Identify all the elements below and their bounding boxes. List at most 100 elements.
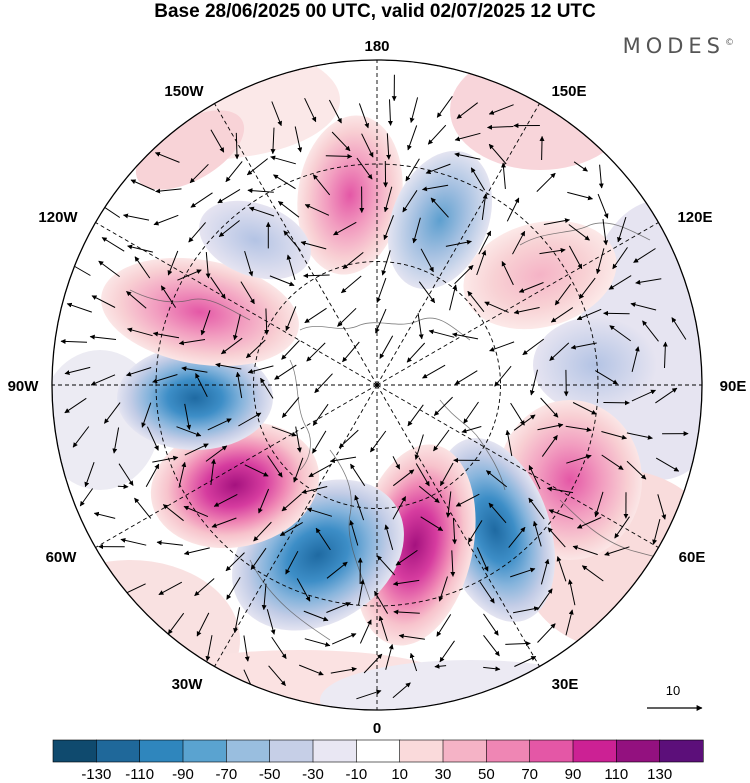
wind-arrow [246, 158, 269, 176]
wind-arrow [286, 254, 296, 281]
wind-arrow [522, 338, 544, 356]
wind-arrow [153, 214, 179, 226]
wind-arrow [604, 546, 630, 556]
wind-arrow [274, 364, 297, 380]
wind-arrow [60, 338, 88, 344]
wind-arrow [247, 188, 274, 194]
wind-arrow [576, 517, 602, 529]
wind-arrow [338, 429, 359, 449]
wind-arrow [178, 339, 206, 346]
wind-arrow [126, 367, 152, 377]
wind-arrow [598, 164, 604, 189]
wind-arrow [294, 126, 303, 153]
wind-arrow [361, 133, 374, 158]
wind-arrow [406, 342, 426, 363]
wind-arrow [428, 329, 455, 338]
wind-arrow [449, 284, 458, 311]
wind-arrow [487, 124, 514, 130]
wind-arrow [369, 430, 387, 453]
wind-arrow [395, 549, 418, 566]
wind-arrow [405, 158, 420, 182]
wind-arrow [579, 277, 596, 300]
wind-arrow [342, 341, 360, 363]
wind-arrow [488, 143, 507, 165]
wind-arrow [308, 463, 332, 478]
wind-arrow [518, 282, 544, 293]
wind-arrow [529, 369, 538, 396]
wind-arrow [215, 362, 242, 370]
colorbar-segment [139, 739, 184, 763]
wind-arrow [240, 281, 255, 305]
colorbar-tick-label: 90 [565, 766, 582, 783]
wind-arrow [238, 412, 262, 427]
brand-text: MODES [622, 34, 725, 58]
longitude-labels: 180 150W 150E 120W 120E 90W 90E 60W 60E … [8, 38, 747, 737]
wind-arrow [612, 247, 628, 270]
colorbar-segment [572, 739, 617, 763]
colorbar-segment [616, 739, 661, 763]
wind-arrow [512, 230, 526, 255]
colorbar-segment [399, 739, 444, 763]
wind-arrow [422, 184, 449, 192]
lon-label-120e: 120E [677, 209, 712, 226]
graticule [52, 60, 702, 710]
wind-arrow [445, 491, 452, 518]
lon-label-30w: 30W [172, 676, 204, 693]
wind-arrow [145, 463, 160, 488]
wind-arrow [601, 431, 627, 440]
wind-arrow [123, 213, 150, 221]
wind-arrow [374, 590, 389, 614]
brand-logo: MODES© [623, 34, 734, 58]
wind-arrow [445, 239, 472, 247]
wind-arrow [383, 215, 394, 241]
wind-arrow [295, 426, 302, 453]
wind-arrow [178, 461, 187, 488]
wind-arrow [568, 224, 590, 241]
lon-label-150e: 150E [551, 83, 586, 100]
wind-arrow [285, 550, 299, 575]
colorbar-labels: -130 -110 -90 -70 -50 -30 -10 10 30 50 70 90 110 130 [81, 766, 672, 783]
wind-arrow [134, 256, 151, 279]
meridian-line [95, 222, 378, 386]
wind-arrow [631, 346, 640, 373]
wind-arrow [183, 505, 209, 518]
wind-arrow [454, 265, 474, 285]
wind-arrow [89, 334, 117, 340]
anomaly-field [52, 60, 702, 710]
wind-arrow [514, 656, 537, 667]
wind-arrow [548, 509, 574, 520]
wind-arrow [554, 283, 572, 306]
wind-arrow [205, 252, 211, 279]
wind-arrow [655, 457, 680, 472]
wind-arrow [420, 516, 444, 532]
wind-arrow [488, 502, 507, 524]
wind-arrow [72, 426, 90, 448]
wind-arrow [250, 547, 267, 570]
colorbar-tick-label: 130 [647, 766, 672, 783]
wind-arrow [167, 250, 179, 276]
wind-arrow [247, 365, 274, 374]
wind-arrow [657, 494, 667, 520]
colorbar-tick-label: -130 [81, 766, 111, 783]
wind-arrow [194, 578, 215, 597]
wind-arrow [243, 635, 250, 662]
wind-arrow [350, 463, 366, 487]
wind-arrow [573, 161, 588, 172]
wind-arrow [601, 454, 624, 471]
wind-arrow [467, 520, 483, 543]
wind-arrow [671, 317, 687, 340]
wind-arrow [513, 307, 540, 315]
wind-arrow [484, 301, 509, 313]
wind-arrow [130, 179, 155, 191]
wind-arrow [234, 132, 240, 160]
wind-arrow [312, 430, 327, 454]
wind-arrow [271, 426, 297, 437]
wind-arrow [300, 240, 327, 250]
wind-arrow [205, 445, 228, 462]
wind-arrow [146, 426, 159, 451]
wind-arrow [220, 337, 243, 355]
wind-arrow [452, 517, 458, 545]
wind-arrow [568, 245, 583, 270]
wind-arrow [452, 332, 479, 340]
